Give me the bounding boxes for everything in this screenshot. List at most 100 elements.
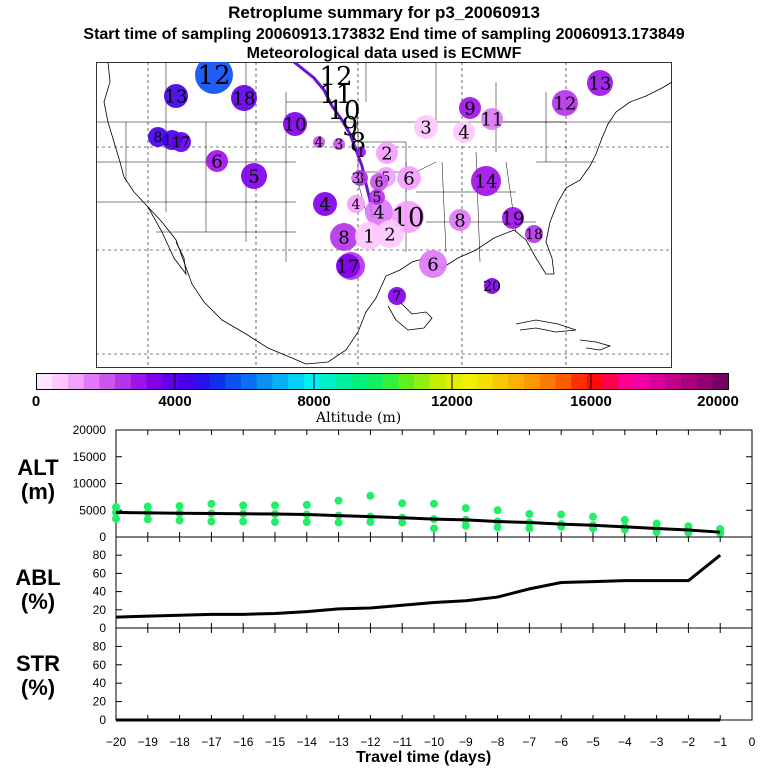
plume-marker-circle [283,112,307,136]
plume-marker-circle [313,136,325,148]
altitude-point [175,501,184,510]
plume-marker-label: 1 [363,226,374,247]
x-tick-label: −4 [618,735,632,749]
colorbar-swatch [240,373,258,390]
x-tick-label: −9 [459,735,473,749]
plume-marker: 3 [351,171,361,187]
y-tick-label: 20 [93,695,107,709]
plume-marker-circle [453,121,475,143]
altitude-point [589,512,597,521]
plume-marker: 17 [171,132,191,152]
x-tick-label: −13 [328,735,349,749]
x-tick-label: −17 [201,735,222,749]
plume-marker-circle [351,173,361,183]
plume-marker: 12 [195,62,233,94]
plume-marker: 10 [283,112,307,136]
plume-marker-circle [206,150,228,172]
plume-marker-circle [419,250,447,278]
plume-marker-label: 2 [381,143,392,164]
y-tick-label: 40 [93,585,107,599]
altitude-point [334,496,343,505]
y-tick-label: 40 [93,676,107,690]
plume-marker: 4 [347,195,365,213]
plume-marker-circle [587,70,613,96]
plume-marker-circle [365,198,393,226]
plume-marker-circle [502,207,524,229]
panel-frame [115,627,753,721]
altitude-point [207,517,216,526]
altitude-point [493,506,502,515]
plume-marker-label: 13 [589,73,612,94]
plume-marker-label: 9 [342,112,359,142]
x-tick-label: −14 [297,735,318,749]
plume-marker: 9 [342,112,359,142]
colorbar-swatch [492,373,509,390]
colorbar-swatch [697,373,714,390]
x-tick-label: −20 [106,735,127,749]
colorbar-swatch [524,373,541,390]
altitude-point [143,502,152,511]
plume-marker-label: 11 [481,109,504,130]
plume-marker: 4 [313,135,325,151]
altitude-point [112,508,120,517]
plume-marker-label: 8 [454,210,465,231]
plume-marker-label: 17 [337,256,360,277]
median-altitude-line [115,510,721,534]
y-tick-label: 80 [93,548,107,562]
x-tick-label: −2 [682,735,696,749]
meteorological-data-note: Meteorological data used is ECMWF [246,45,522,62]
plume-marker-circle [313,192,337,216]
altitude-point [366,491,375,500]
plume-marker: 13 [164,84,188,108]
y-tick-label: 0 [99,621,106,635]
plume-marker-label: 12 [554,93,577,114]
colorbar-swatch [649,373,666,390]
abl-panel: 0 20 40 60 80 [93,536,753,635]
sampling-times: Start time of sampling 20060913.173832 E… [83,26,685,43]
y-tick-label: 80 [93,639,107,653]
y-tick-label: 0 [99,713,106,727]
colorbar-swatch [351,373,368,390]
trajectory-path [293,62,374,219]
plume-marker-label: 9 [464,98,475,119]
plume-marker-circle [459,97,481,119]
alt-axis-unit: (m) [20,479,56,504]
plume-marker-label: 6 [211,151,222,172]
plume-marker: 2 [376,220,404,248]
plume-marker-label: 11 [319,80,352,110]
plume-marker-label: 17 [172,135,190,151]
plume-marker-label: 6 [375,175,384,191]
plume-marker-label: 12 [319,62,352,92]
x-tick-label: −10 [424,735,445,749]
plume-marker: 5 [369,189,385,206]
coastline [103,62,672,365]
y-tick-label: 15000 [73,450,107,464]
y-tick-label: 20000 [73,425,107,437]
colorbar-swatch [52,373,69,390]
colorbar-swatch [429,373,446,390]
y-tick-label: 60 [93,566,107,580]
str-axis-unit: (%) [20,675,56,700]
plume-marker: 19 [502,207,524,229]
plume-marker-circle [330,223,358,251]
x-tick-label: −1 [713,735,727,749]
x-tick-label: 0 [749,735,756,749]
plume-marker-label: 6 [403,168,414,189]
x-tick-label: −11 [392,735,412,749]
colorbar-swatch [67,373,85,390]
trajectory-map: 1213181081417654871712111098431323491113… [96,62,672,368]
plume-marker: 4 [313,192,337,216]
x-tick-label: −8 [491,735,505,749]
plume-markers: 1213181081417654871712111098431323491113… [148,62,613,305]
plume-marker-label: 13 [165,86,188,107]
plume-marker-label: 6 [427,254,438,275]
altitude-point [271,501,279,510]
plume-marker: 10 [391,201,425,233]
plume-marker-label: 18 [233,88,256,109]
colorbar-swatch [272,373,289,390]
plume-marker: 11 [319,80,352,110]
plume-marker-circle [356,147,366,157]
plume-marker-label: 4 [458,122,469,143]
plume-marker-label: 8 [338,227,349,248]
plume-marker-circle [171,132,191,152]
